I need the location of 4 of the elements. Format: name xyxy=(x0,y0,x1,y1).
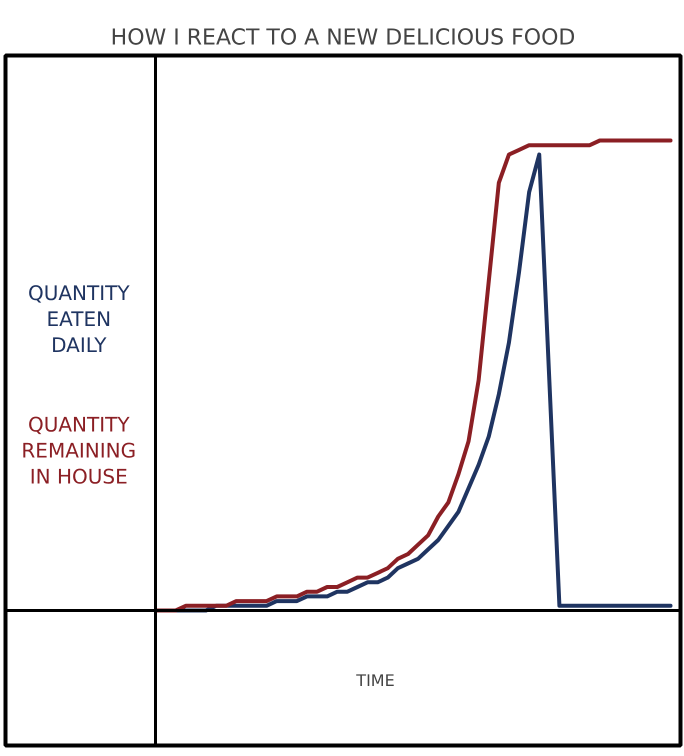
text: QUANTITY REMAINING IN HOUSE xyxy=(21,412,136,489)
chart-title: HOW I REACT TO A NEW DELICIOUS FOOD xyxy=(110,26,576,50)
text: QUANTITY EATEN DAILY xyxy=(28,281,130,358)
x-axis-title: TIME xyxy=(355,671,395,690)
